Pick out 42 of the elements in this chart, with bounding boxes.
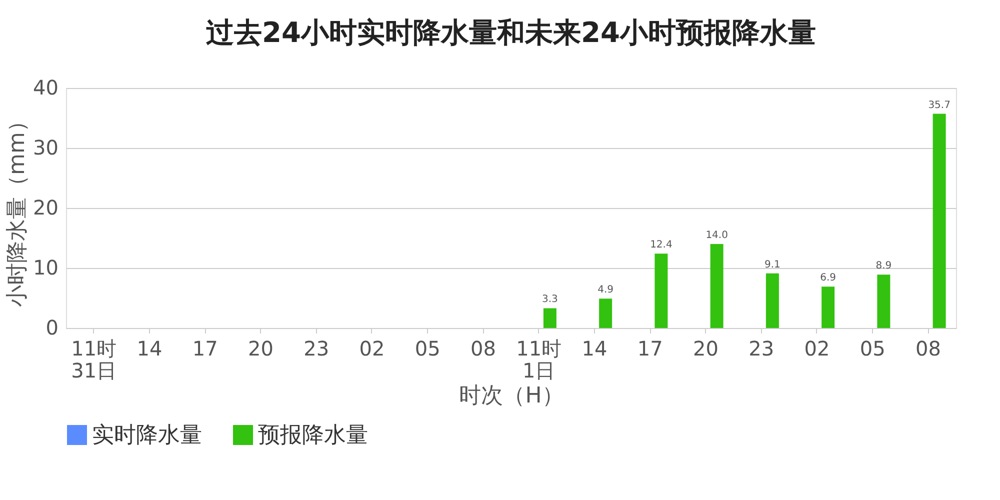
chart-title: 过去24小时实时降水量和未来24小时预报降水量 bbox=[205, 16, 816, 49]
x-tick-label: 14 bbox=[136, 336, 162, 360]
data-label: 4.9 bbox=[598, 284, 614, 296]
bar bbox=[710, 244, 724, 328]
x-tick-label: 17 bbox=[192, 336, 218, 360]
y-tick-label: 30 bbox=[33, 136, 58, 160]
data-label: 9.1 bbox=[764, 259, 780, 270]
x-tick-label: 14 bbox=[582, 336, 608, 360]
x-tick-label: 17 bbox=[637, 336, 663, 360]
y-tick-label: 0 bbox=[46, 316, 58, 340]
y-tick-label: 40 bbox=[33, 76, 58, 100]
x-tick-label: 20 bbox=[248, 336, 274, 360]
bar bbox=[766, 273, 779, 328]
x-tick-label: 02 bbox=[359, 336, 385, 360]
data-label: 14.0 bbox=[706, 230, 728, 241]
data-label: 8.9 bbox=[876, 260, 892, 272]
x-tick-label: 23 bbox=[748, 336, 774, 360]
x-tick-label: 05 bbox=[860, 336, 886, 360]
y-tick-label: 10 bbox=[33, 256, 58, 280]
bar bbox=[822, 286, 835, 328]
x-tick-label: 02 bbox=[804, 336, 830, 360]
y-axis-title: 小时降水量（mm） bbox=[5, 110, 30, 307]
x-tick-label: 08 bbox=[470, 336, 496, 360]
bar bbox=[654, 254, 668, 328]
x-tick-label: 11时 1日 bbox=[516, 336, 562, 382]
data-label: 12.4 bbox=[650, 240, 672, 251]
x-tick-label: 23 bbox=[304, 336, 330, 360]
data-label: 35.7 bbox=[928, 100, 950, 111]
bar bbox=[599, 298, 612, 328]
x-axis-title: 时次（H） bbox=[459, 384, 564, 408]
x-tick-label: 08 bbox=[915, 336, 941, 360]
x-tick-label: 20 bbox=[692, 336, 718, 360]
x-tick-label: 05 bbox=[414, 336, 440, 360]
y-tick-label: 20 bbox=[33, 196, 58, 220]
legend-label: 预报降水量 bbox=[258, 423, 368, 448]
legend-label: 实时降水量 bbox=[92, 423, 202, 448]
bar bbox=[543, 308, 556, 328]
data-label: 3.3 bbox=[542, 294, 558, 306]
bar bbox=[877, 274, 890, 328]
x-tick-label: 11时 31日 bbox=[71, 336, 117, 382]
data-label: 6.9 bbox=[820, 272, 836, 284]
bar bbox=[932, 114, 946, 328]
